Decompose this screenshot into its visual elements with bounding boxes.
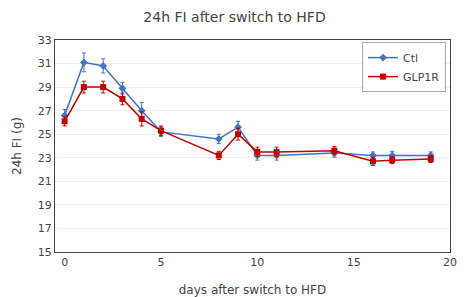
svg-text:24h FI (g): 24h FI (g)	[10, 117, 24, 175]
svg-text:days after switch to HFD: days after switch to HFD	[179, 283, 327, 297]
svg-text:23: 23	[38, 152, 52, 165]
svg-text:GLP1R: GLP1R	[403, 71, 439, 84]
svg-text:25: 25	[38, 128, 52, 141]
svg-text:21: 21	[38, 175, 52, 188]
svg-text:33: 33	[38, 34, 52, 47]
svg-text:17: 17	[38, 222, 52, 235]
svg-text:31: 31	[38, 57, 52, 70]
svg-text:24h FI after switch to HFD: 24h FI after switch to HFD	[143, 9, 325, 25]
svg-text:27: 27	[38, 105, 52, 118]
svg-text:0: 0	[61, 256, 68, 269]
svg-text:29: 29	[38, 81, 52, 94]
svg-text:Ctl: Ctl	[403, 52, 418, 65]
svg-text:15: 15	[38, 246, 52, 259]
svg-text:15: 15	[347, 256, 361, 269]
svg-text:19: 19	[38, 199, 52, 212]
svg-text:5: 5	[157, 256, 164, 269]
svg-text:10: 10	[250, 256, 264, 269]
svg-text:20: 20	[443, 256, 457, 269]
